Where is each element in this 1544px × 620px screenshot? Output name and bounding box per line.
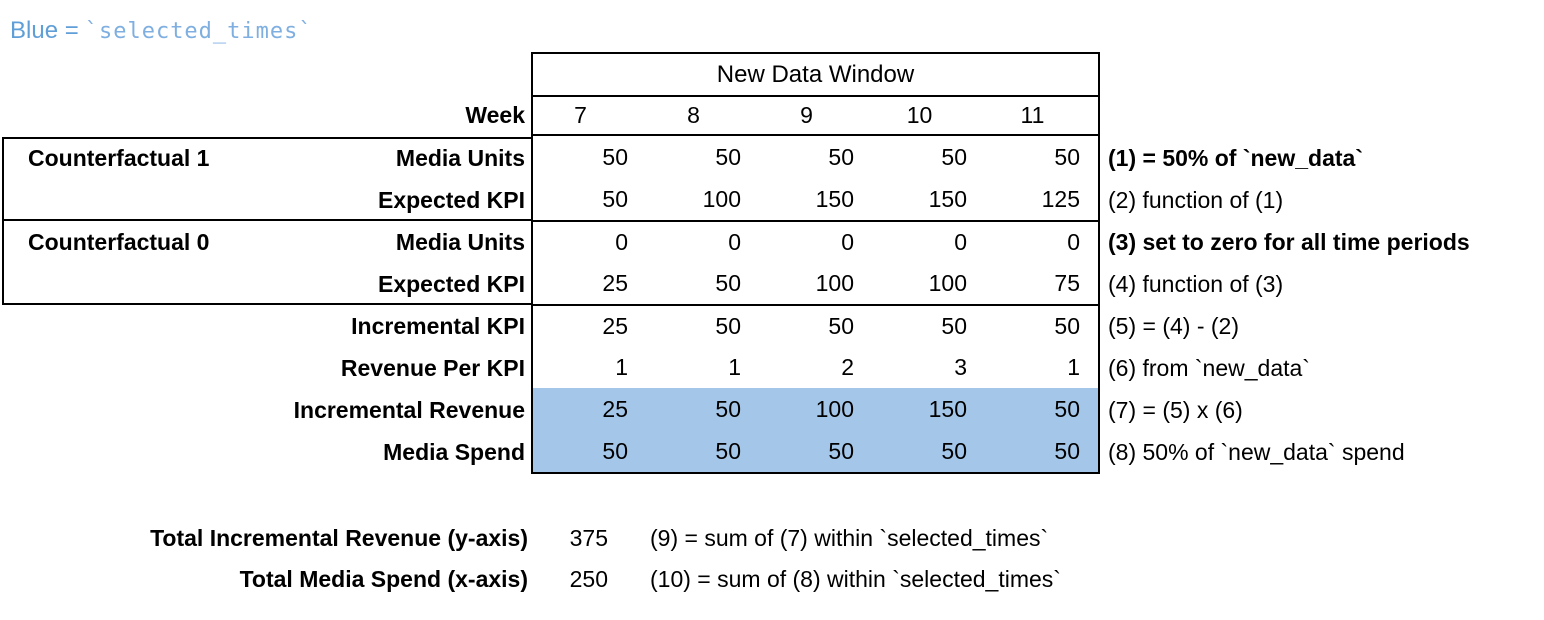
table-cell: 50 (602, 438, 628, 464)
table-cell: 50 (715, 313, 741, 339)
table-cell: 50 (828, 438, 854, 464)
table-cell: 1 (1067, 354, 1080, 380)
counterfactual-1-label: Counterfactual 1 (28, 145, 210, 171)
annotation-4: (4) function of (3) (1108, 271, 1284, 297)
week-number: 10 (906, 102, 933, 128)
legend-code: `selected_times` (84, 19, 313, 44)
table-cell: 50 (941, 438, 967, 464)
table-cell: 50 (941, 313, 967, 339)
table-row-media-units-cf0: 0 0 0 0 0 (533, 220, 1098, 262)
table-cell: 0 (1067, 229, 1080, 255)
table-cell: 50 (941, 144, 967, 170)
row-label-media-units-cf0: Media Units (395, 229, 525, 255)
row-label-media-spend: Media Spend (383, 439, 525, 465)
table-cell: 3 (954, 354, 967, 380)
table-cell: 1 (728, 354, 741, 380)
total-incremental-revenue-label: Total Incremental Revenue (y-axis) (150, 525, 528, 551)
legend: Blue = `selected_times` (10, 17, 313, 45)
annotation-1: (1) = 50% of `new_data` (1108, 145, 1363, 171)
table-cell: 0 (841, 229, 854, 255)
table-cell: 100 (815, 396, 854, 422)
row-label-incremental-revenue: Incremental Revenue (293, 397, 525, 423)
row-label-revenue-per-kpi: Revenue Per KPI (340, 355, 525, 381)
table-cell: 150 (928, 186, 967, 212)
annotation-8: (8) 50% of `new_data` spend (1108, 439, 1405, 465)
table-cell: 100 (928, 270, 967, 296)
table-cell: 100 (702, 186, 741, 212)
table-cell: 0 (954, 229, 967, 255)
table-row-media-units-cf1: 50 50 50 50 50 (533, 136, 1098, 178)
table-cell: 25 (602, 270, 628, 296)
table-cell: 50 (715, 270, 741, 296)
data-table: New Data Window 7 8 9 10 11 50 50 50 50 … (531, 52, 1100, 474)
total-incremental-revenue-value: 375 (569, 525, 608, 551)
row-label-media-units-cf1: Media Units (395, 145, 525, 171)
table-cell: 50 (1054, 313, 1080, 339)
counterfactual-1-box (2, 137, 531, 221)
week-number: 7 (574, 102, 587, 128)
table-cell: 50 (602, 144, 628, 170)
table-cell: 125 (1041, 186, 1080, 212)
table-cell: 50 (828, 144, 854, 170)
counterfactual-0-box (2, 221, 531, 305)
table-cell: 150 (928, 396, 967, 422)
table-cell: 1 (615, 354, 628, 380)
table-cell: 25 (602, 396, 628, 422)
table-cell: 2 (841, 354, 854, 380)
table-cell: 50 (715, 144, 741, 170)
table-cell: 25 (602, 313, 628, 339)
legend-label: Blue = (10, 17, 79, 44)
table-row-incremental-kpi: 25 50 50 50 50 (533, 304, 1098, 346)
table-row-expected-kpi-cf1: 50 100 150 150 125 (533, 178, 1098, 220)
table-cell: 0 (615, 229, 628, 255)
annotation-10: (10) = sum of (8) within `selected_times… (650, 566, 1061, 592)
annotation-6: (6) from `new_data` (1108, 355, 1310, 381)
row-label-incremental-kpi: Incremental KPI (351, 313, 525, 339)
table-cell: 50 (828, 313, 854, 339)
new-data-window-header: New Data Window (533, 54, 1098, 97)
table-cell: 50 (1054, 144, 1080, 170)
table-cell: 50 (602, 186, 628, 212)
annotation-9: (9) = sum of (7) within `selected_times` (650, 525, 1049, 551)
table-cell: 100 (815, 270, 854, 296)
annotation-2: (2) function of (1) (1108, 187, 1284, 213)
week-number: 8 (687, 102, 700, 128)
table-row-revenue-per-kpi: 1 1 2 3 1 (533, 346, 1098, 388)
table-cell: 50 (715, 396, 741, 422)
row-label-expected-kpi-cf0: Expected KPI (378, 271, 525, 297)
week-number: 9 (800, 102, 813, 128)
week-number: 11 (1020, 102, 1045, 128)
total-media-spend-label: Total Media Spend (x-axis) (239, 566, 528, 592)
total-media-spend-value: 250 (569, 566, 608, 592)
week-label: Week (465, 102, 525, 128)
table-row-media-spend-highlighted: 50 50 50 50 50 (533, 430, 1098, 472)
table-cell: 50 (715, 438, 741, 464)
annotation-7: (7) = (5) x (6) (1108, 397, 1243, 423)
table-cell: 0 (728, 229, 741, 255)
annotation-5: (5) = (4) - (2) (1108, 313, 1239, 339)
table-cell: 150 (815, 186, 854, 212)
table-row-incremental-revenue-highlighted: 25 50 100 150 50 (533, 388, 1098, 430)
row-label-expected-kpi-cf1: Expected KPI (378, 187, 525, 213)
table-cell: 50 (1054, 396, 1080, 422)
annotation-3: (3) set to zero for all time periods (1108, 229, 1470, 255)
table-cell: 75 (1054, 270, 1080, 296)
table-cell: 50 (1054, 438, 1080, 464)
counterfactual-0-label: Counterfactual 0 (28, 229, 210, 255)
table-row-expected-kpi-cf0: 25 50 100 100 75 (533, 262, 1098, 304)
week-numbers-row: 7 8 9 10 11 (533, 97, 1098, 136)
